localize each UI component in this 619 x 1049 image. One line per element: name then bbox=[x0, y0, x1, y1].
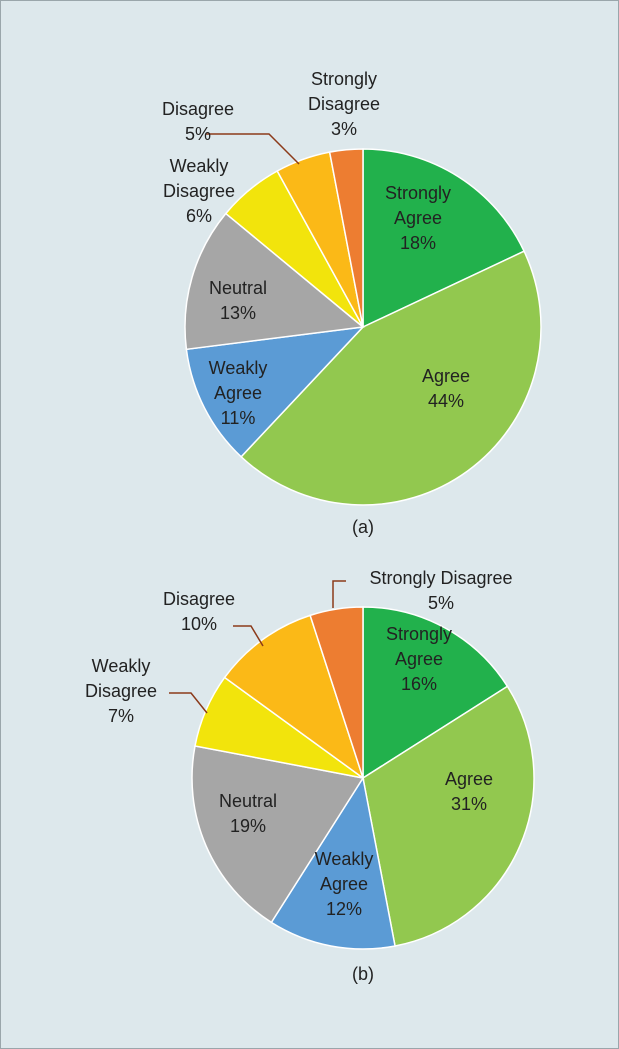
value-label: 6% bbox=[185, 206, 212, 226]
leader-line bbox=[332, 580, 346, 608]
value-label: 44% bbox=[427, 391, 465, 411]
slice-label: Strongly Disagree 3% bbox=[304, 67, 384, 142]
value-label: 13% bbox=[219, 303, 257, 323]
category-label: Weakly Agree bbox=[314, 849, 374, 894]
value-label: 19% bbox=[229, 816, 267, 836]
category-label: Neutral bbox=[208, 278, 268, 298]
value-label: 11% bbox=[220, 408, 256, 428]
category-label: Strongly Disagree bbox=[307, 69, 381, 114]
slice-label: Disagree 5% bbox=[158, 97, 238, 147]
pie-slice bbox=[223, 614, 365, 780]
slice-label: Strongly Agree 16% bbox=[374, 622, 464, 697]
caption: (b) bbox=[352, 964, 374, 984]
pie-slice bbox=[185, 325, 365, 458]
category-label: Disagree bbox=[161, 99, 235, 119]
slice-label: Disagree 10% bbox=[159, 587, 239, 637]
pie-slice bbox=[240, 250, 542, 506]
slice-label: Weakly Disagree 7% bbox=[81, 654, 161, 729]
value-label: 10% bbox=[180, 614, 218, 634]
category-label: Strongly Disagree bbox=[369, 568, 513, 588]
category-label: Agree bbox=[421, 366, 471, 386]
pie-slice bbox=[362, 685, 535, 947]
leader-line bbox=[169, 692, 208, 714]
slice-label: Weakly Agree 12% bbox=[309, 847, 379, 922]
pie-slice bbox=[191, 745, 365, 924]
value-label: 31% bbox=[450, 794, 488, 814]
category-label: Neutral bbox=[218, 791, 278, 811]
leader-line bbox=[206, 133, 300, 165]
pie-slice bbox=[328, 148, 364, 328]
slice-label: Neutral 19% bbox=[208, 789, 288, 839]
slice-label: Neutral 13% bbox=[198, 276, 278, 326]
value-label: 3% bbox=[330, 119, 357, 139]
caption: (a) bbox=[352, 517, 374, 537]
value-label: 5% bbox=[427, 593, 454, 613]
pie-slice bbox=[270, 775, 396, 950]
value-label: 12% bbox=[325, 899, 363, 919]
value-label: 16% bbox=[400, 674, 438, 694]
slice-label: Strongly Agree 18% bbox=[373, 181, 463, 256]
leader-line bbox=[233, 625, 264, 647]
category-label: Agree bbox=[444, 769, 494, 789]
category-label: Weakly Disagree bbox=[84, 656, 158, 701]
value-label: 18% bbox=[399, 233, 437, 253]
slice-label: Strongly Disagree 5% bbox=[341, 566, 541, 616]
category-label: Strongly Agree bbox=[384, 183, 452, 228]
category-label: Weakly Disagree bbox=[162, 156, 236, 201]
value-label: 5% bbox=[184, 124, 211, 144]
category-label: Weakly Agree bbox=[208, 358, 268, 403]
pie-slice bbox=[309, 606, 364, 779]
slice-label: Agree 44% bbox=[406, 364, 486, 414]
slice-label: Weakly Disagree 6% bbox=[159, 154, 239, 229]
slice-label: Weakly Agree 11% bbox=[203, 356, 273, 431]
value-label: 7% bbox=[107, 706, 134, 726]
pie-slice bbox=[362, 148, 526, 329]
slice-label: Agree 31% bbox=[429, 767, 509, 817]
pie-slice bbox=[184, 212, 365, 351]
category-label: Strongly Agree bbox=[385, 624, 453, 669]
category-label: Disagree bbox=[162, 589, 236, 609]
pie-slice bbox=[362, 606, 509, 780]
